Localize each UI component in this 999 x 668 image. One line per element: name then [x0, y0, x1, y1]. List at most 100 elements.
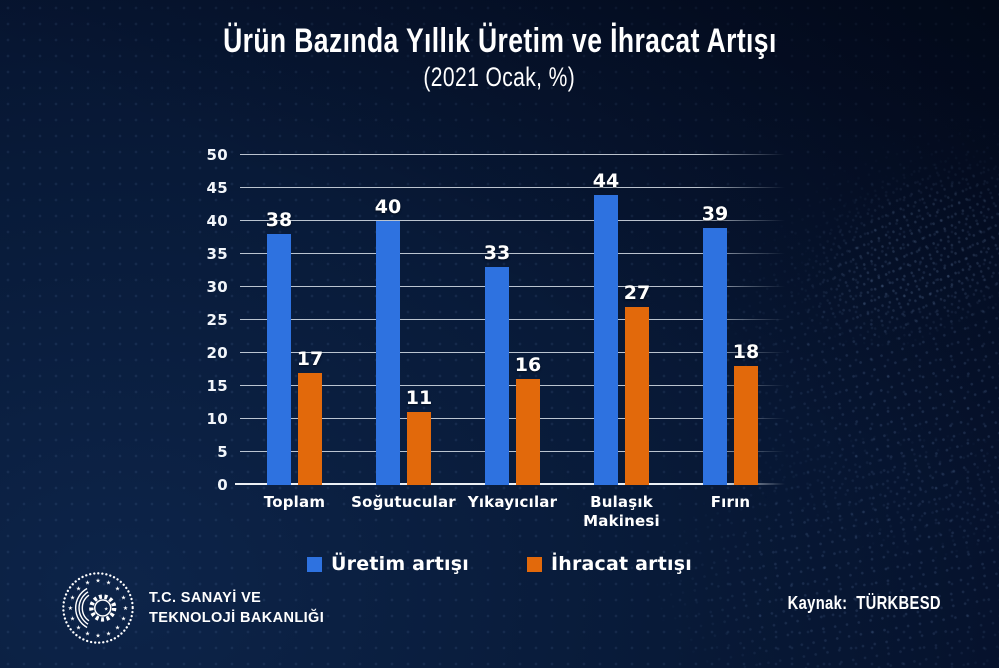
bar-üretim-artışı	[594, 194, 618, 485]
source-note: Kaynak: TÜRKBESD	[754, 593, 941, 614]
bar-üretim-artışı	[376, 221, 400, 485]
bar-value-label: 17	[296, 347, 324, 370]
y-tick-label: 50	[206, 146, 228, 164]
legend: Üretim artışı İhracat artışı	[0, 553, 999, 575]
bar-üretim-artışı	[703, 227, 727, 485]
bar-value-label: 33	[483, 242, 511, 265]
bar-value-label: 39	[701, 202, 729, 225]
y-tick-label: 30	[206, 278, 228, 296]
gridline	[240, 319, 785, 320]
bar-i̇hracat-artışı	[625, 306, 649, 485]
y-tick-label: 15	[206, 377, 228, 395]
svg-text:★: ★	[121, 595, 126, 602]
bar-group: 33 16	[458, 155, 567, 485]
bar-column: 33	[483, 155, 511, 485]
legend-label: İhracat artışı	[550, 553, 692, 575]
bar-column: 16	[514, 155, 542, 485]
legend-label: Üretim artışı	[331, 553, 469, 575]
bar-value-label: 38	[265, 209, 293, 232]
gridline	[240, 154, 785, 155]
page-subtitle: (2021 Ocak, %)	[423, 62, 576, 93]
svg-text:★: ★	[85, 631, 90, 638]
svg-text:★: ★	[95, 578, 100, 585]
background-dot-wave	[756, 106, 999, 394]
plot-area: 38 17 40 11 33 16 44 27 39 18	[235, 154, 785, 485]
source-label: Kaynak:	[787, 593, 848, 613]
bar-column: 18	[732, 155, 760, 485]
svg-text:★: ★	[115, 586, 120, 593]
gridline	[240, 418, 785, 419]
bar-group: 38 17	[240, 155, 349, 485]
category-label: Bulaşık Makinesi	[583, 493, 660, 530]
bars-row: 38 17 40 11 33 16 44 27 39 18	[240, 155, 785, 485]
category-label: Toplam	[263, 493, 326, 511]
gridline	[240, 253, 785, 254]
ministry-name: T.C. SANAYİ VE TEKNOLOJİ BAKANLIĞI	[149, 588, 324, 628]
svg-text:★: ★	[104, 606, 109, 612]
gridline	[240, 286, 785, 287]
bar-i̇hracat-artışı	[516, 379, 540, 485]
bar-column: 38	[265, 155, 293, 485]
svg-text:★: ★	[95, 633, 100, 640]
ministry-logo: ★ ★ ★ ★ ★ ★ ★ ★ ★ ★ ★ ★ ★ ★ ★ ★ ★ T.C. SANAYİ VE TEKNOL…	[60, 570, 324, 646]
legend-item: İhracat artışı	[526, 553, 692, 575]
legend-item: Üretim artışı	[307, 553, 469, 575]
bar-value-label: 16	[514, 354, 542, 377]
svg-text:★: ★	[121, 616, 126, 623]
category-label: Yıkayıcılar	[467, 493, 558, 511]
y-axis: 0 5 10 15 20 25 30 35 40 45 50	[182, 146, 228, 494]
gridline	[240, 352, 785, 353]
ministry-name-line2: TEKNOLOJİ BAKANLIĞI	[149, 610, 325, 626]
svg-text:★: ★	[123, 605, 128, 612]
y-tick-label: 0	[217, 476, 228, 494]
page-title: Ürün Bazında Yıllık Üretim ve İhracat Ar…	[222, 22, 777, 60]
gridline	[240, 220, 785, 221]
svg-text:★: ★	[85, 580, 90, 587]
svg-text:★: ★	[115, 625, 120, 632]
y-tick-label: 10	[206, 410, 228, 428]
bar-group: 40 11	[349, 155, 458, 485]
bar-i̇hracat-artışı	[734, 366, 758, 485]
svg-text:★: ★	[106, 631, 111, 638]
bar-column: 39	[701, 155, 729, 485]
bar-column: 40	[374, 155, 402, 485]
bar-column: 11	[405, 155, 433, 485]
y-tick-label: 35	[206, 245, 228, 263]
y-tick-label: 25	[206, 311, 228, 329]
bar-üretim-artışı	[485, 267, 509, 485]
bar-column: 17	[296, 155, 324, 485]
ministry-emblem-icon: ★★★★★★★★★★★★ ★ ★★★ ★	[62, 572, 134, 644]
bar-value-label: 27	[623, 281, 651, 304]
bar-i̇hracat-artışı	[407, 412, 431, 485]
bar-column: 27	[623, 155, 651, 485]
y-tick-label: 40	[206, 212, 228, 230]
category-labels: Toplam Soğutucular Yıkayıcılar Bulaşık Maki…	[240, 493, 785, 531]
bar-value-label: 44	[592, 169, 620, 192]
gridline	[240, 451, 785, 452]
svg-text:★: ★	[106, 580, 111, 587]
svg-text:★: ★	[76, 625, 81, 632]
category-label: Fırın	[710, 493, 751, 511]
bar-value-label: 11	[405, 387, 433, 410]
source-value: TÜRKBESD	[856, 593, 941, 613]
legend-swatch-icon	[526, 556, 542, 572]
svg-text:★: ★	[70, 595, 75, 602]
bar-value-label: 40	[374, 196, 402, 218]
gridline	[240, 187, 785, 188]
x-axis-baseline	[235, 483, 785, 485]
bar-group: 44 27	[567, 155, 676, 485]
legend-swatch-icon	[307, 556, 323, 572]
svg-text:★: ★	[70, 616, 75, 623]
ministry-name-line1: T.C. SANAYİ VE	[149, 590, 262, 606]
bar-value-label: 18	[732, 341, 760, 364]
svg-text:★: ★	[76, 586, 81, 593]
svg-text:★: ★	[68, 605, 73, 612]
bar-üretim-artışı	[267, 234, 291, 485]
category-label: Soğutucular	[351, 493, 456, 511]
bar-column: 44	[592, 155, 620, 485]
gridline	[240, 385, 785, 386]
y-tick-label: 20	[206, 344, 228, 362]
y-tick-label: 45	[206, 179, 228, 197]
y-tick-label: 5	[217, 443, 228, 461]
